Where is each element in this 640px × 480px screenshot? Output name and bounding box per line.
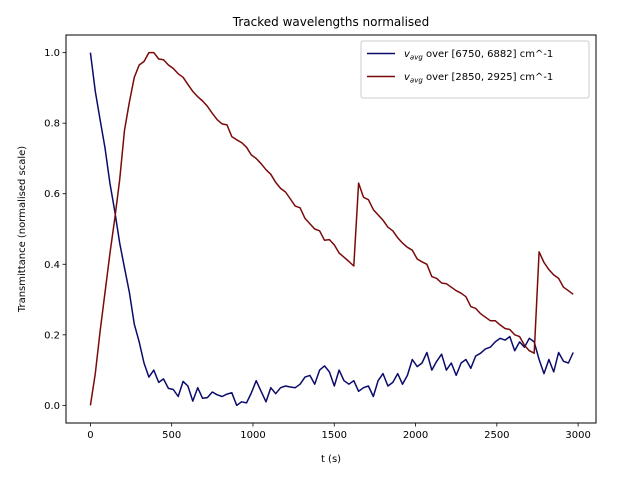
series-line-1 xyxy=(89,52,574,407)
y-tick-label: 0.8 xyxy=(44,119,60,130)
x-tick-label: 500 xyxy=(162,430,181,441)
ticks-layer: 0 500 1000 1500 2000 2500 3000 0.0 0.2 0.4 0.6 0.8 1… xyxy=(44,48,591,441)
x-tick-label: 1500 xyxy=(322,430,347,441)
legend-label-1: vavg over [6750, 6882] cm^-1 xyxy=(404,49,553,62)
y-tick-label: 0.4 xyxy=(44,260,60,271)
x-tick-label: 3000 xyxy=(565,430,590,441)
x-axis-title: t (s) xyxy=(321,454,341,465)
series-line-2 xyxy=(89,51,574,406)
y-tick-label: 0.0 xyxy=(44,401,60,412)
series-layer xyxy=(89,51,574,407)
legend: vavg over [6750, 6882] cm^-1 vavg over [2… xyxy=(360,40,590,99)
chart-title: Tracked wavelengths normalised xyxy=(232,15,429,29)
y-tick-label: 0.6 xyxy=(44,189,60,200)
x-tick-label: 2500 xyxy=(484,430,509,441)
x-tick-label: 1000 xyxy=(240,430,265,441)
x-tick-label: 0 xyxy=(87,430,93,441)
y-tick-label: 0.2 xyxy=(44,330,60,341)
x-tick-label: 2000 xyxy=(403,430,428,441)
y-tick-label: 1.0 xyxy=(44,48,60,59)
legend-box xyxy=(360,40,590,99)
plot-frame xyxy=(65,34,597,424)
y-axis-title: Transmittance (normalised scale) xyxy=(17,146,28,313)
legend-label-2: vavg over [2850, 2925] cm^-1 xyxy=(404,72,553,85)
